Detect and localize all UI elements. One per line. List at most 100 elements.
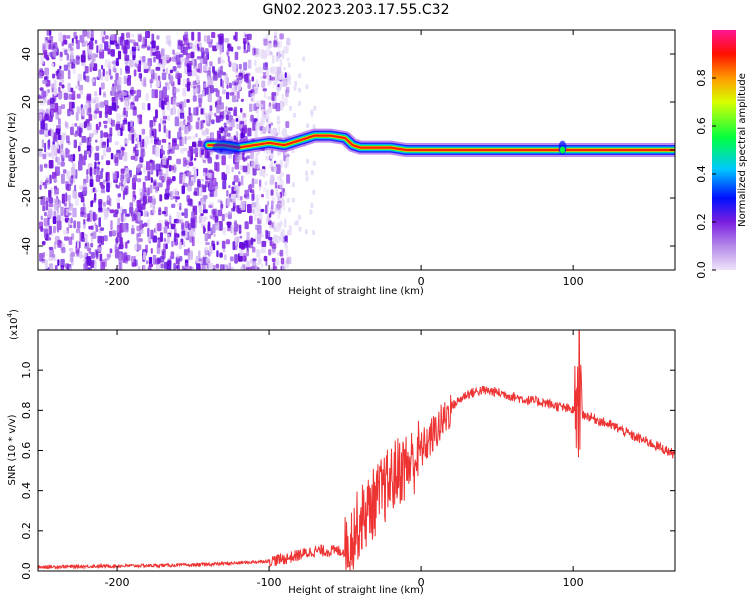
noise-speckle xyxy=(154,89,158,99)
noise-speckle xyxy=(56,125,61,132)
noise-speckle xyxy=(95,145,100,151)
noise-speckle xyxy=(240,201,246,211)
noise-speckle xyxy=(103,100,109,106)
noise-speckle xyxy=(137,114,140,123)
noise-speckle xyxy=(186,53,191,59)
noise-speckle xyxy=(186,195,191,203)
noise-speckle xyxy=(271,200,274,210)
noise-speckle xyxy=(102,36,105,44)
noise-speckle xyxy=(173,236,177,243)
noise-speckle xyxy=(71,61,74,69)
noise-speckle xyxy=(88,248,92,255)
noise-speckle xyxy=(236,91,240,99)
noise-speckle xyxy=(157,239,161,248)
noise-speckle xyxy=(214,161,217,171)
noise-speckle xyxy=(209,178,213,188)
noise-speckle xyxy=(54,265,58,270)
noise-speckle xyxy=(108,68,112,76)
noise-speckle xyxy=(65,263,70,269)
noise-speckle xyxy=(190,148,195,154)
spectrogram-xtick-label: -100 xyxy=(257,275,282,288)
noise-speckle xyxy=(148,263,154,268)
noise-speckle xyxy=(97,126,100,130)
noise-speckle xyxy=(94,53,98,58)
noise-speckle xyxy=(219,264,225,270)
noise-speckle xyxy=(186,77,190,83)
noise-speckle xyxy=(48,152,52,157)
noise-speckle xyxy=(238,181,241,187)
noise-speckle xyxy=(42,205,46,212)
noise-speckle xyxy=(196,106,199,116)
noise-speckle xyxy=(211,119,215,125)
noise-speckle xyxy=(283,97,288,106)
noise-speckle xyxy=(197,94,203,103)
noise-speckle xyxy=(205,115,210,124)
snr-axes: -200 -100 0 100 0.0 0.2 0.4 0.6 0.8 1.0 xyxy=(20,330,675,589)
noise-speckle xyxy=(200,198,203,202)
noise-speckle xyxy=(209,105,213,112)
noise-speckle xyxy=(103,132,109,138)
noise-speckle xyxy=(182,46,188,56)
noise-speckle xyxy=(220,65,223,76)
noise-speckle xyxy=(249,103,253,112)
noise-speckle xyxy=(168,213,172,223)
noise-speckle xyxy=(48,225,52,235)
noise-speckle xyxy=(165,243,168,250)
noise-speckle xyxy=(278,74,282,80)
noise-speckle xyxy=(286,174,291,184)
noise-speckle xyxy=(107,105,112,115)
noise-speckle xyxy=(126,91,129,95)
noise-speckle xyxy=(51,144,56,154)
noise-speckle xyxy=(284,72,287,79)
snr-series-line xyxy=(38,330,675,571)
noise-speckle xyxy=(184,31,189,39)
noise-speckle xyxy=(147,40,150,48)
noise-speckle xyxy=(76,93,81,99)
noise-speckle xyxy=(79,141,83,146)
noise-speckle xyxy=(143,190,146,199)
noise-speckle xyxy=(240,98,244,102)
noise-speckle xyxy=(117,129,121,137)
noise-speckle xyxy=(106,138,109,148)
noise-speckle xyxy=(251,76,254,82)
noise-speckle xyxy=(100,130,103,139)
noise-speckle xyxy=(152,164,156,171)
noise-speckle xyxy=(69,253,74,263)
noise-speckle xyxy=(151,130,155,136)
noise-speckle xyxy=(262,72,267,76)
noise-speckle xyxy=(163,237,166,243)
noise-speckle xyxy=(208,263,213,269)
colorbar-label: Normalized spectral amplitude xyxy=(737,73,748,227)
noise-speckle xyxy=(90,259,95,268)
noise-speckle xyxy=(117,202,120,209)
noise-speckle xyxy=(156,223,162,232)
noise-speckle xyxy=(119,114,122,123)
noise-speckle xyxy=(136,134,140,142)
noise-speckle xyxy=(93,196,97,203)
noise-speckle xyxy=(134,95,139,102)
noise-speckle xyxy=(180,147,185,154)
noise-speckle xyxy=(84,233,88,244)
noise-speckle xyxy=(83,224,86,229)
noise-speckle xyxy=(109,248,113,254)
noise-speckle xyxy=(191,211,195,221)
noise-speckle xyxy=(175,54,181,65)
noise-speckle xyxy=(42,252,45,258)
noise-speckle xyxy=(76,56,81,60)
noise-speckle xyxy=(153,56,156,63)
noise-speckle xyxy=(107,253,110,261)
noise-speckle xyxy=(255,194,260,201)
noise-speckle xyxy=(188,162,194,167)
noise-speckle xyxy=(225,212,228,218)
noise-speckle xyxy=(275,164,281,174)
noise-speckle xyxy=(142,181,146,190)
noise-speckle xyxy=(187,250,190,261)
noise-speckle xyxy=(125,213,130,217)
noise-speckle xyxy=(242,156,246,162)
noise-speckle xyxy=(179,256,183,262)
noise-speckle xyxy=(102,68,105,77)
noise-speckle xyxy=(230,87,234,92)
noise-speckle xyxy=(74,197,79,206)
